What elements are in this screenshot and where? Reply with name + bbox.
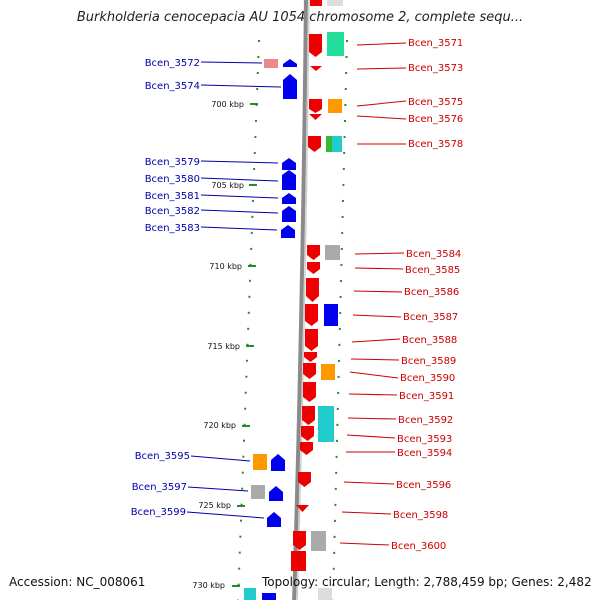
gene-bcen-3600-feature[interactable] [311, 531, 326, 551]
gene-label[interactable]: Bcen_3584 [406, 249, 461, 260]
gene-bcen-3585[interactable] [307, 262, 320, 274]
gene-bcen-3598[interactable] [296, 505, 309, 512]
gene-bcen-3597-feature[interactable] [251, 485, 265, 499]
accession-text: Accession: NC_008061 [9, 575, 146, 589]
gene-bcen-3573[interactable] [310, 66, 322, 71]
gene-label[interactable]: Bcen_3580 [145, 174, 200, 185]
scale-label: 715 kbp [207, 342, 240, 351]
gene-bcen-3601-feature[interactable] [318, 588, 332, 600]
gene-bcen-3597[interactable] [269, 486, 283, 501]
gene-label[interactable]: Bcen_3575 [408, 97, 463, 108]
map-title: Burkholderia cenocepacia AU 1054 chromos… [76, 10, 524, 25]
gene-bcen-3578-feature-b[interactable] [332, 136, 342, 152]
gene-label[interactable]: Bcen_3595 [135, 451, 190, 462]
gene-label[interactable]: Bcen_3573 [408, 63, 463, 74]
scale-label: 710 kbp [209, 262, 242, 271]
gene-label[interactable]: Bcen_3593 [397, 434, 452, 445]
scale-label: 720 kbp [203, 421, 236, 430]
gene-bcen-3579[interactable] [282, 158, 296, 170]
gene-bcen-3571-feature[interactable] [327, 32, 344, 56]
gene-bcen-3580[interactable] [282, 170, 296, 190]
gene-label[interactable]: Bcen_3598 [393, 510, 448, 521]
gene-bcen-3590[interactable] [303, 363, 316, 379]
gene-label[interactable]: Bcen_3586 [404, 287, 459, 298]
gene-bcen-3570[interactable] [310, 0, 322, 6]
gene-bcen-3572[interactable] [283, 59, 297, 67]
gene-bcen-3601[interactable] [291, 551, 306, 571]
gene-bcen-3584-feature[interactable] [325, 245, 340, 260]
gene-bcen-3590-feature[interactable] [321, 364, 335, 380]
gene-bcen-3589[interactable] [304, 352, 317, 362]
gene-label[interactable]: Bcen_3594 [397, 448, 452, 459]
gene-bcen-3581[interactable] [282, 193, 296, 204]
topology-text: Topology: circular; Length: 2,788,459 bp… [262, 575, 592, 589]
gene-label[interactable]: Bcen_3571 [408, 38, 463, 49]
scale-label: 705 kbp [211, 181, 244, 190]
chromosome-backbone [292, 0, 308, 604]
gene-label[interactable]: Bcen_3599 [131, 507, 186, 518]
scale-labels: 700 kbp 705 kbp 710 kbp 715 kbp 720 kbp … [192, 100, 258, 590]
right-gene-labels: Bcen_3571 Bcen_3573 Bcen_3575 Bcen_3576 … [339, 38, 463, 552]
gene-bcen-3602[interactable] [262, 593, 276, 600]
gene-bcen-3595-feature[interactable] [253, 454, 267, 470]
scale-label: 725 kbp [198, 501, 231, 510]
gene-label[interactable]: Bcen_3581 [145, 191, 200, 202]
gene-label[interactable]: Bcen_3582 [145, 206, 200, 217]
gene-bcen-3600[interactable] [293, 531, 306, 550]
gene-bcen-3599[interactable] [267, 512, 281, 527]
gene-label[interactable]: Bcen_3583 [145, 223, 200, 234]
gene-bcen-3570b[interactable] [327, 0, 343, 6]
gene-label[interactable]: Bcen_3574 [145, 81, 200, 92]
gene-label[interactable]: Bcen_3587 [403, 312, 458, 323]
gene-label[interactable]: Bcen_3597 [132, 482, 187, 493]
gene-bcen-3578-feature-a[interactable] [326, 136, 332, 152]
gene-bcen-3592-feature[interactable] [318, 406, 334, 442]
gene-bcen-3572-feature[interactable] [264, 59, 278, 68]
gene-label[interactable]: Bcen_3588 [402, 335, 457, 346]
gene-label[interactable]: Bcen_3578 [408, 139, 463, 150]
reverse-genes [244, 59, 297, 600]
left-gene-labels: Bcen_3572 Bcen_3574 Bcen_3579 Bcen_3580 … [131, 58, 282, 519]
gene-label[interactable]: Bcen_3600 [391, 541, 446, 552]
gene-label[interactable]: Bcen_3576 [408, 114, 463, 125]
gene-bcen-3602-feature[interactable] [244, 588, 256, 600]
gene-bcen-3582[interactable] [282, 206, 296, 222]
gene-bcen-3576[interactable] [309, 114, 322, 120]
gene-label[interactable]: Bcen_3591 [399, 391, 454, 402]
gene-bcen-3583[interactable] [281, 225, 295, 238]
gene-label[interactable]: Bcen_3589 [401, 356, 456, 367]
gene-bcen-3591[interactable] [303, 382, 316, 402]
gene-label[interactable]: Bcen_3596 [396, 480, 451, 491]
gene-label[interactable]: Bcen_3585 [405, 265, 460, 276]
gene-bcen-3571[interactable] [309, 34, 322, 57]
gene-bcen-3593[interactable] [301, 426, 314, 441]
gene-label[interactable]: Bcen_3572 [145, 58, 200, 69]
scale-label: 730 kbp [192, 581, 225, 590]
gene-label[interactable]: Bcen_3579 [145, 157, 200, 168]
gene-bcen-3594[interactable] [300, 442, 313, 455]
gene-bcen-3592[interactable] [302, 406, 315, 425]
gene-bcen-3574[interactable] [283, 74, 297, 99]
gene-bcen-3584[interactable] [307, 245, 320, 260]
forward-genes [291, 32, 344, 600]
gene-bcen-3596[interactable] [298, 472, 311, 487]
gene-bcen-3587-feature[interactable] [324, 304, 338, 326]
gene-bcen-3595[interactable] [271, 454, 285, 471]
gene-bcen-3588[interactable] [305, 329, 318, 351]
gene-bcen-3578[interactable] [308, 136, 321, 152]
gene-bcen-3587[interactable] [305, 304, 318, 326]
gene-label[interactable]: Bcen_3590 [400, 373, 455, 384]
gene-bcen-3586[interactable] [306, 278, 319, 302]
scale-label: 700 kbp [211, 100, 244, 109]
gene-bcen-3575[interactable] [309, 99, 322, 113]
gene-bcen-3575-feature[interactable] [328, 99, 342, 113]
gene-label[interactable]: Bcen_3592 [398, 415, 453, 426]
